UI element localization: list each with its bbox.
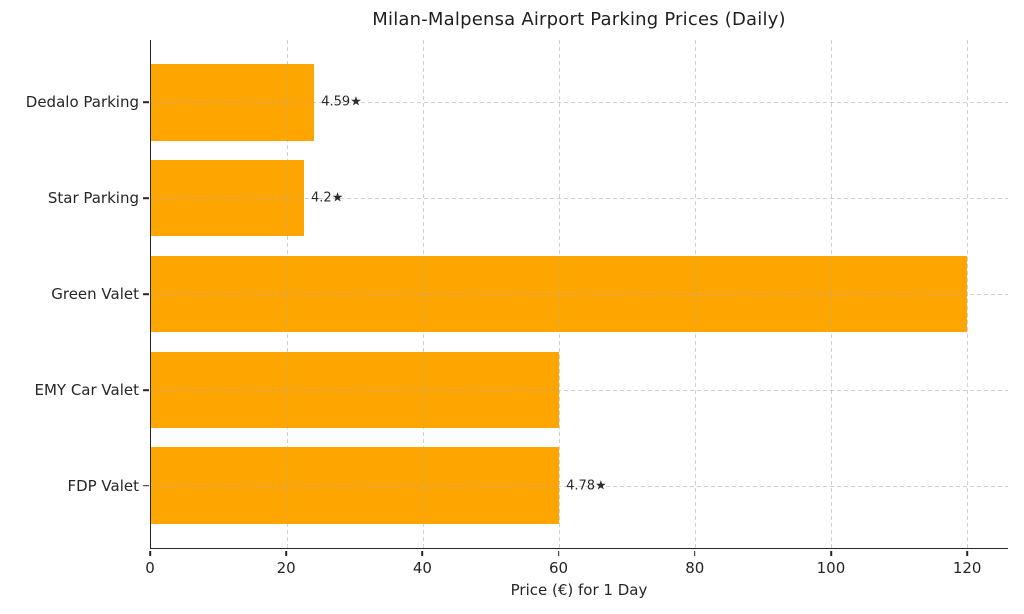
x-tick-label-60: 60: [549, 558, 569, 577]
x-tick-label-0: 0: [145, 558, 155, 577]
x-tick-80: [693, 550, 696, 556]
y-label-green-valet: Green Valet: [51, 285, 139, 303]
y-label-dedalo-parking: Dedalo Parking: [25, 93, 139, 112]
gridline-y-dedalo-parking: [151, 102, 1008, 104]
x-tick-120: [966, 550, 968, 556]
y-tick-fdp-valet: [143, 485, 150, 487]
rating-annotation-dedalo-parking: 4.59★: [321, 94, 362, 110]
gridline-y-emy-car-valet: [151, 389, 1008, 391]
y-label-star-parking: Star Parking: [47, 189, 139, 208]
y-tick-dedalo-parking: [143, 101, 150, 103]
gridline-y-fdp-valet: [151, 485, 1008, 487]
x-tick-label-100: 100: [816, 558, 846, 577]
x-axis-label: Price (€) for 1 Day: [510, 581, 648, 599]
y-label-fdp-valet: FDP Valet: [67, 476, 139, 495]
x-tick-label-40: 40: [412, 558, 432, 577]
gridline-y-green-valet: [151, 294, 1008, 295]
x-tick-0: [149, 550, 151, 556]
y-tick-star-parking: [143, 197, 150, 199]
rating-annotation-fdp-valet: 4.78★: [566, 478, 607, 494]
chart-title: Milan-Malpensa Airport Parking Prices (D…: [372, 9, 786, 30]
plot-area: Dedalo Parking 4.59★ Star Parking 4.2★ Green…: [26, 40, 1008, 549]
x-tick-20: [285, 550, 287, 556]
x-axis-ticks: 0 20 40 60 80 100 120: [145, 550, 1008, 581]
y-tick-emy-car-valet: [143, 389, 150, 391]
x-tick-label-20: 20: [276, 558, 296, 577]
y-label-emy-car-valet: EMY Car Valet: [34, 380, 139, 399]
x-tick-40: [421, 550, 424, 556]
y-tick-green-valet: [143, 293, 150, 295]
rating-annotation-star-parking: 4.2★: [311, 190, 344, 206]
x-tick-60: [557, 550, 560, 556]
x-tick-100: [830, 550, 832, 556]
x-tick-label-120: 120: [952, 558, 982, 577]
bar-emy-car-valet: [151, 351, 560, 429]
x-tick-label-80: 80: [685, 558, 705, 577]
gridline-y-star-parking: [151, 198, 1008, 200]
